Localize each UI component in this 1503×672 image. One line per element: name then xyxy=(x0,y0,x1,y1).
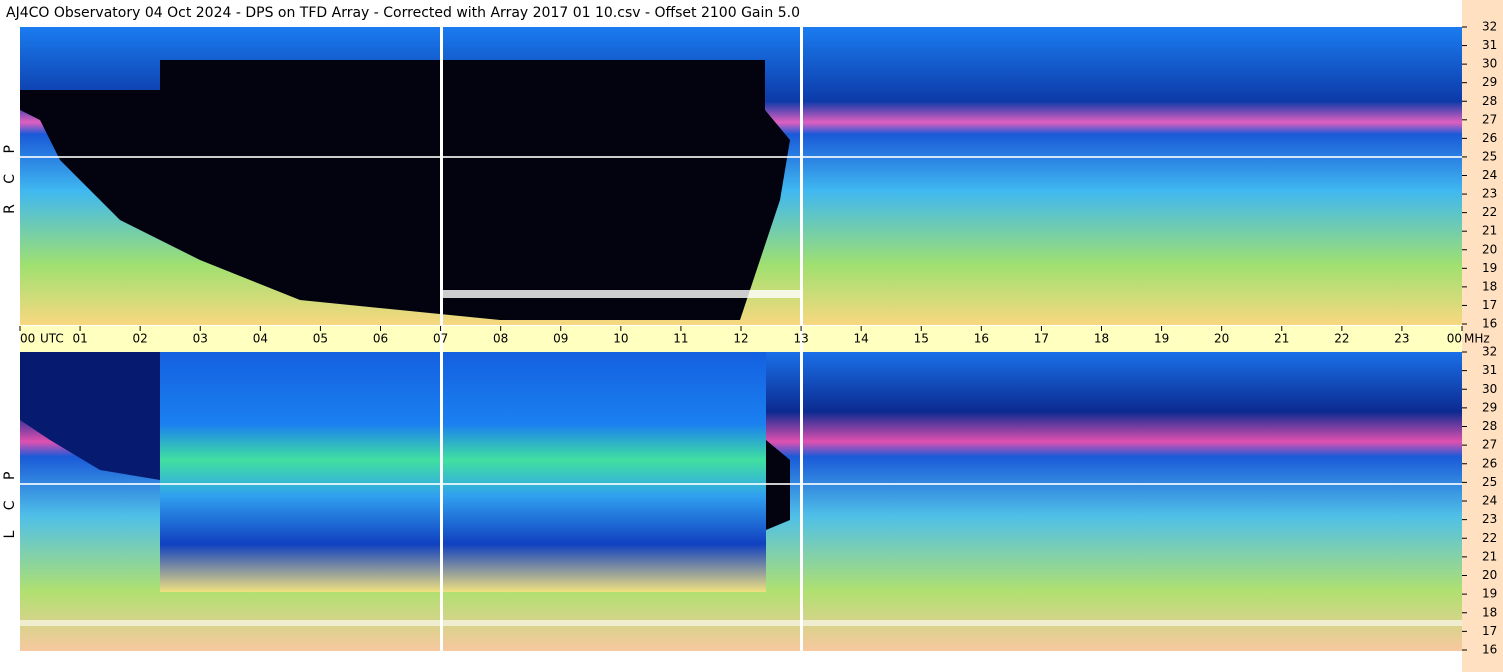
stripe xyxy=(440,290,800,298)
y-tick-label: 29 xyxy=(1482,75,1497,89)
panel-label: L C P xyxy=(2,464,18,539)
x-tick-label: 03 xyxy=(193,332,208,346)
x-tick-label: 01 xyxy=(72,332,87,346)
quiet-region xyxy=(20,60,790,320)
x-tick-label: 22 xyxy=(1334,332,1349,346)
y-tick-label: 21 xyxy=(1482,549,1497,563)
x-tick-label: 08 xyxy=(493,332,508,346)
markers xyxy=(20,27,1462,651)
x-tick-label: 19 xyxy=(1154,332,1169,346)
chart-title: AJ4CO Observatory 04 Oct 2024 - DPS on T… xyxy=(6,5,800,21)
y-tick-label: 22 xyxy=(1482,205,1497,219)
y-tick-label: 19 xyxy=(1482,261,1497,275)
y-tick-label: 28 xyxy=(1482,94,1497,108)
x-tick-label: 00 xyxy=(20,332,35,346)
x-tick-label: 00 xyxy=(1447,332,1462,346)
axis-strip xyxy=(1462,0,1503,672)
y-tick-label: 24 xyxy=(1482,494,1497,508)
lower-spectrogram xyxy=(20,352,1462,651)
quiet-region xyxy=(20,352,160,480)
x-tick-label: 11 xyxy=(673,332,688,346)
y-tick-label: 25 xyxy=(1482,475,1497,489)
y-tick-label: 26 xyxy=(1482,131,1497,145)
x-tick-label: 13 xyxy=(793,332,808,346)
y-tick-label: 19 xyxy=(1482,587,1497,601)
x-tick-label: 20 xyxy=(1214,332,1229,346)
x-tick-label: 16 xyxy=(974,332,989,346)
y-tick-label: 28 xyxy=(1482,419,1497,433)
stripe xyxy=(20,620,1462,626)
y-tick-label: 21 xyxy=(1482,224,1497,238)
marker-line xyxy=(800,27,803,651)
y-tick-label: 26 xyxy=(1482,456,1497,470)
y-tick-label: 31 xyxy=(1482,363,1497,377)
x-tick-label: 18 xyxy=(1094,332,1109,346)
stripe xyxy=(20,156,1462,158)
x-tick-label: 12 xyxy=(733,332,748,346)
y-tick-label: 23 xyxy=(1482,187,1497,201)
x-tick-label: 09 xyxy=(553,332,568,346)
y-tick-label: 17 xyxy=(1482,624,1497,638)
x-tick-label: 06 xyxy=(373,332,388,346)
panel-label: R C P xyxy=(2,137,18,214)
x-unit: UTC xyxy=(40,332,64,346)
y-tick-label: 20 xyxy=(1482,242,1497,256)
y-tick-label: 32 xyxy=(1482,20,1497,34)
band xyxy=(160,352,766,592)
x-tick-label: 23 xyxy=(1394,332,1409,346)
y-tick-label: 23 xyxy=(1482,512,1497,526)
y-tick-label: 25 xyxy=(1482,149,1497,163)
y-tick-label: 32 xyxy=(1482,345,1497,359)
stripe xyxy=(20,483,1462,485)
y-tick-label: 30 xyxy=(1482,57,1497,71)
x-tick-label: 10 xyxy=(613,332,628,346)
x-tick-label: 07 xyxy=(433,332,448,346)
y-tick-label: 29 xyxy=(1482,400,1497,414)
y-tick-label: 27 xyxy=(1482,112,1497,126)
y-tick-label: 20 xyxy=(1482,568,1497,582)
x-tick-label: 05 xyxy=(313,332,328,346)
y-tick-label: 30 xyxy=(1482,382,1497,396)
y-tick-label: 24 xyxy=(1482,168,1497,182)
x-tick-label: 14 xyxy=(854,332,869,346)
y-unit: MHz xyxy=(1464,332,1490,346)
y-tick-label: 31 xyxy=(1482,38,1497,52)
x-tick-label: 15 xyxy=(914,332,929,346)
y-tick-label: 27 xyxy=(1482,438,1497,452)
upper-spectrogram xyxy=(20,27,1462,325)
x-tick-label: 17 xyxy=(1034,332,1049,346)
y-tick-label: 18 xyxy=(1482,605,1497,619)
marker-line xyxy=(440,27,443,651)
x-tick-label: 04 xyxy=(253,332,268,346)
y-tick-label: 17 xyxy=(1482,298,1497,312)
y-tick-label: 16 xyxy=(1482,643,1497,657)
y-tick-label: 18 xyxy=(1482,279,1497,293)
x-tick-label: 21 xyxy=(1274,332,1289,346)
y-tick-label: 16 xyxy=(1482,317,1497,331)
y-tick-label: 22 xyxy=(1482,531,1497,545)
x-tick-label: 02 xyxy=(133,332,148,346)
